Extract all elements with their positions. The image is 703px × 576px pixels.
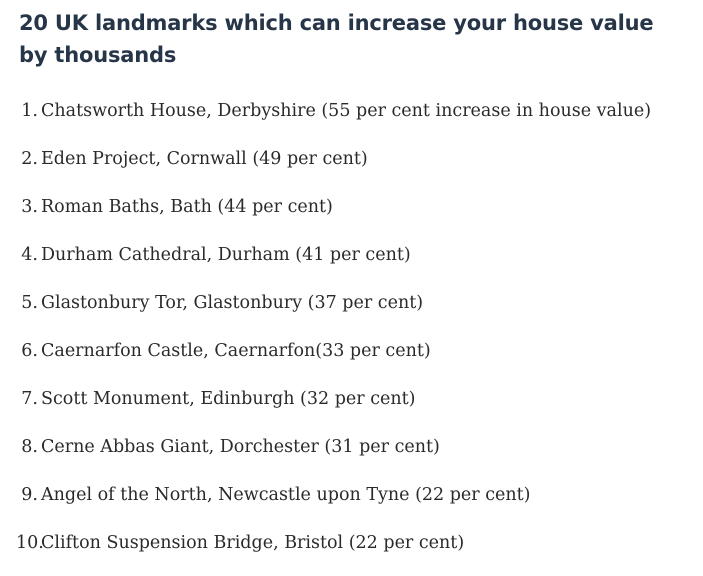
list-item-number: 3. bbox=[21, 197, 38, 217]
list-item: 1. Chatsworth House, Derbyshire (55 per … bbox=[0, 96, 703, 144]
list-item-number: 1. bbox=[21, 101, 38, 121]
list-item-number: 10. bbox=[16, 533, 44, 553]
list-item-text: Scott Monument, Edinburgh (32 per cent) bbox=[41, 389, 416, 409]
list-item: 10. Clifton Suspension Bridge, Bristol (… bbox=[0, 528, 703, 576]
list-item-text: Durham Cathedral, Durham (41 per cent) bbox=[41, 245, 411, 265]
list-item-number: 6. bbox=[21, 341, 38, 361]
list-item-text: Angel of the North, Newcastle upon Tyne … bbox=[41, 485, 531, 505]
list-item-number: 7. bbox=[21, 389, 38, 409]
list-item-number: 9. bbox=[21, 485, 38, 505]
list-item-text: Caernarfon Castle, Caernarfon(33 per cen… bbox=[41, 341, 431, 361]
list-item-text: Chatsworth House, Derbyshire (55 per cen… bbox=[41, 101, 652, 121]
list-item-text: Clifton Suspension Bridge, Bristol (22 p… bbox=[41, 533, 465, 553]
list-item-number: 2. bbox=[21, 149, 38, 169]
list-item: 8. Cerne Abbas Giant, Dorchester (31 per… bbox=[0, 432, 703, 480]
list-item-text: Cerne Abbas Giant, Dorchester (31 per ce… bbox=[41, 437, 440, 457]
list-item-text: Glastonbury Tor, Glastonbury (37 per cen… bbox=[41, 293, 424, 313]
list-item-number: 8. bbox=[21, 437, 38, 457]
landmarks-list: 1. Chatsworth House, Derbyshire (55 per … bbox=[0, 96, 703, 576]
list-item-number: 4. bbox=[21, 245, 38, 265]
article-headline: 20 UK landmarks which can increase your … bbox=[19, 11, 654, 67]
list-item: 7. Scott Monument, Edinburgh (32 per cen… bbox=[0, 384, 703, 432]
list-item-text: Roman Baths, Bath (44 per cent) bbox=[41, 197, 333, 217]
list-item-number: 5. bbox=[21, 293, 38, 313]
list-item: 2. Eden Project, Cornwall (49 per cent) bbox=[0, 144, 703, 192]
list-item: 4. Durham Cathedral, Durham (41 per cent… bbox=[0, 240, 703, 288]
list-item: 6. Caernarfon Castle, Caernarfon(33 per … bbox=[0, 336, 703, 384]
list-item: 9. Angel of the North, Newcastle upon Ty… bbox=[0, 480, 703, 528]
list-item: 3. Roman Baths, Bath (44 per cent) bbox=[0, 192, 703, 240]
list-item-text: Eden Project, Cornwall (49 per cent) bbox=[41, 149, 368, 169]
list-item: 5. Glastonbury Tor, Glastonbury (37 per … bbox=[0, 288, 703, 336]
